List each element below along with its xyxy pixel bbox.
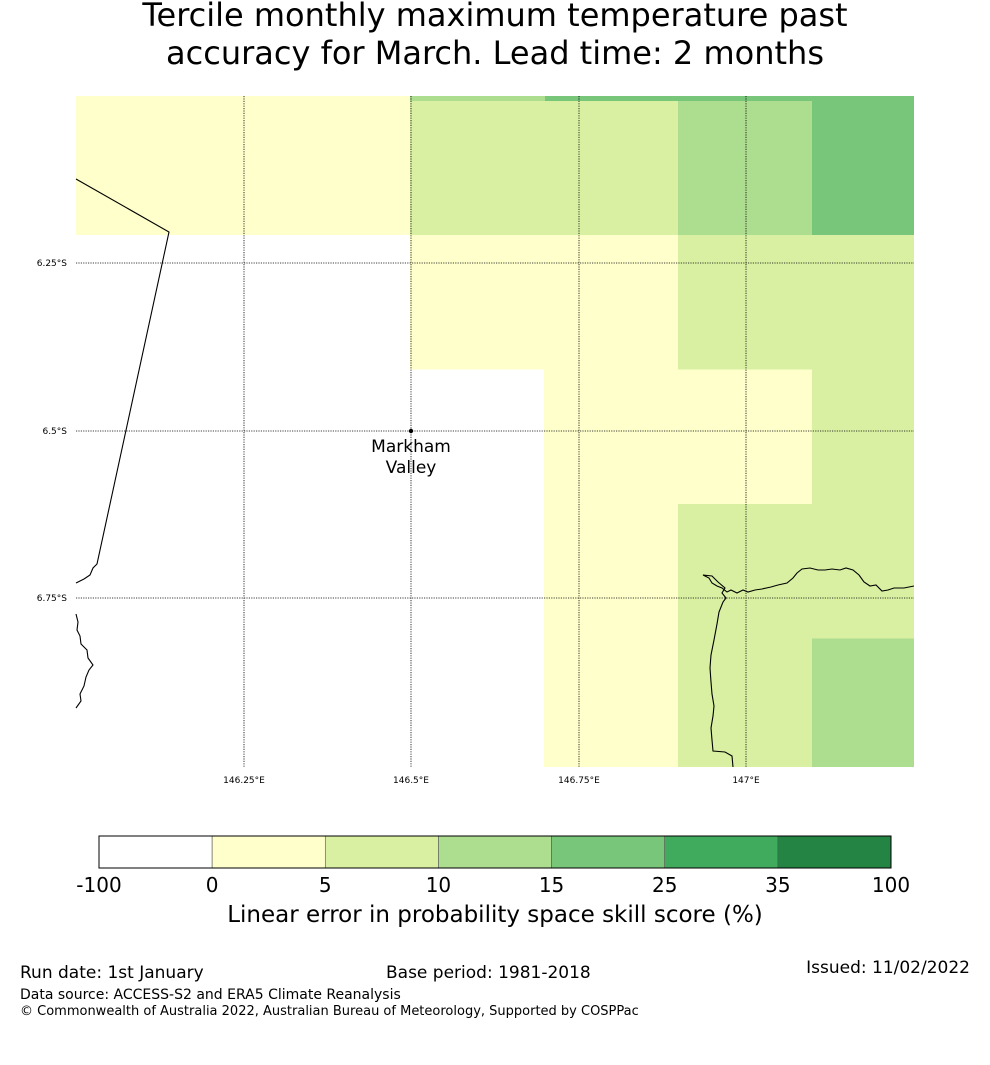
lon-label-146-25: 146.25°E (223, 776, 265, 786)
colorbar-tick-label: 35 (765, 873, 791, 897)
colorbar-tick-label: -100 (76, 873, 122, 897)
colorbar-swatch (664, 835, 779, 869)
skill-cell (410, 235, 544, 370)
copyright: © Commonwealth of Australia 2022, Austra… (20, 1004, 639, 1019)
colorbar-swatch (438, 835, 552, 869)
coastline-west-lower (75, 613, 94, 709)
skill-cell (544, 638, 678, 767)
title-line-1: Tercile monthly maximum temperature past (142, 0, 848, 34)
station-marker: Markham Valley (371, 428, 451, 478)
station-label-line-1: Markham (371, 437, 451, 457)
colorbar-swatch (211, 835, 326, 869)
data-source: Data source: ACCESS-S2 and ERA5 Climate … (20, 987, 401, 1003)
skill-cell (812, 235, 914, 370)
longitude-labels: 146.25°E 146.5°E 146.75°E 147°E (223, 776, 760, 786)
skill-cell (678, 369, 812, 504)
colorbar-outline (98, 835, 892, 869)
skill-cell (142, 96, 276, 235)
skill-cell (812, 96, 914, 235)
lon-label-147: 147°E (732, 776, 760, 786)
skill-cell (544, 235, 678, 370)
skill-cells-layer (76, 96, 914, 767)
colorbar-tick-label: 25 (651, 873, 678, 897)
colorbar-swatch (777, 835, 892, 869)
colorbar-swatch (98, 835, 213, 869)
colorbar-tick-label: 10 (425, 873, 452, 897)
colorbar-swatch (324, 835, 439, 869)
skill-cell (678, 504, 812, 639)
base-period: Base period: 1981-2018 (386, 963, 591, 983)
colorbar-title: Linear error in probability space skill … (227, 902, 763, 928)
skill-cell (410, 96, 544, 235)
graticule-layer (76, 96, 914, 767)
skill-cell (276, 96, 410, 235)
skill-cell (812, 638, 914, 767)
latitude-labels: 6.25°S 6.5°S 6.75°S (37, 259, 68, 604)
skill-cell-edge (545, 96, 679, 101)
colorbar-tick-label: 5 (318, 873, 332, 897)
skill-cell (678, 96, 812, 235)
skill-cell (76, 96, 142, 235)
run-date: Run date: 1st January (20, 963, 204, 983)
issued-date: Issued: 11/02/2022 (806, 958, 970, 978)
skill-cell-edge (410, 96, 545, 101)
chart-title: Tercile monthly maximum temperature past… (0, 0, 990, 72)
skill-cell (678, 638, 812, 767)
skill-cell (812, 504, 914, 639)
lat-label-6-5: 6.5°S (42, 427, 67, 437)
skill-cell (678, 235, 812, 370)
skill-cell (544, 504, 678, 639)
lat-label-6-75: 6.75°S (37, 594, 68, 604)
skill-cell (812, 369, 914, 504)
colorbar-tick-label: 100 (871, 873, 911, 897)
lon-label-146-5: 146.5°E (393, 776, 429, 786)
colorbar (98, 835, 892, 869)
station-label-line-2: Valley (386, 458, 437, 478)
skill-cell (544, 369, 678, 504)
skill-cell (544, 96, 678, 235)
colorbar-tick-label: 0 (205, 873, 219, 897)
colorbar-swatch (551, 835, 666, 869)
river-coast (702, 567, 915, 768)
lon-label-146-75: 146.75°E (558, 776, 600, 786)
lat-label-6-25: 6.25°S (37, 259, 68, 269)
colorbar-tick-label: 15 (538, 873, 565, 897)
coastline-west (75, 178, 170, 584)
title-line-2: accuracy for March. Lead time: 2 months (166, 34, 824, 72)
coastline-layer (75, 178, 915, 768)
